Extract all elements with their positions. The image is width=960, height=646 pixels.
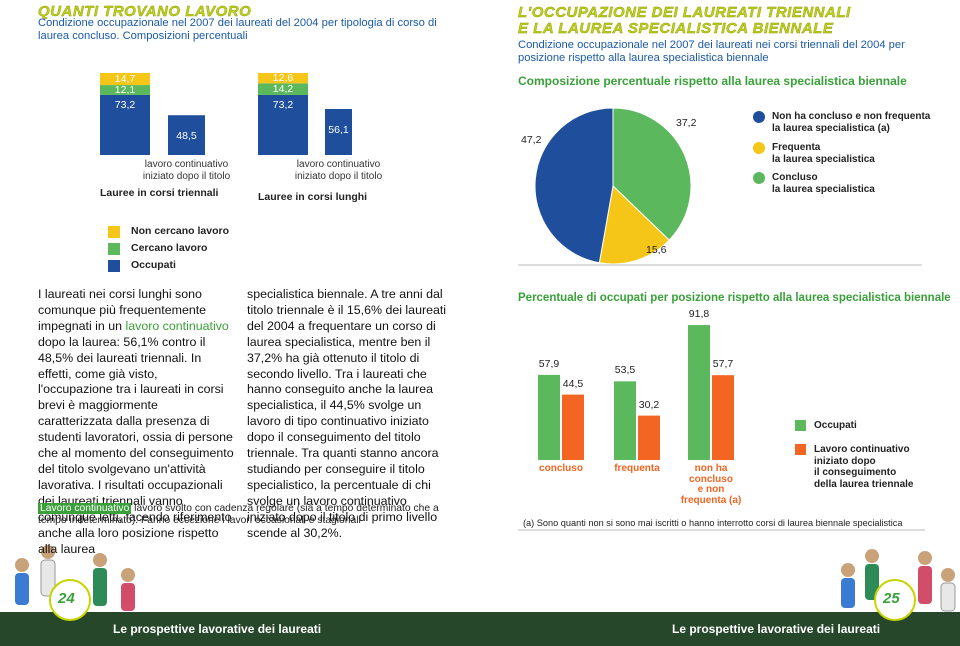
footer-title: Le prospettive lavorative dei laureati — [113, 622, 322, 636]
value-label: 73,2 — [272, 98, 294, 111]
value-label: 48,5 — [176, 130, 197, 143]
value-label: 44,5 — [562, 377, 584, 390]
legend-label: Non cercano lavoro — [131, 225, 230, 237]
bar — [712, 375, 734, 460]
value-label: 91,8 — [688, 308, 710, 321]
legend-label: Cercano lavoro — [131, 242, 208, 254]
value-label: 57,7 — [712, 358, 734, 371]
bar — [638, 415, 660, 460]
chart-title: Composizione percentuale rispetto alla l… — [518, 74, 907, 88]
bar — [168, 115, 205, 155]
bar — [614, 381, 636, 460]
value-label: 15,6 — [646, 244, 667, 256]
body-column: specialistica biennale. A tre anni dal t… — [247, 287, 447, 540]
legend-swatch — [795, 444, 806, 455]
category-label: concluso — [539, 463, 583, 474]
category-label: non ha concluso e non frequenta (a) — [680, 463, 742, 506]
bar-label: lavoro continuativo iniziato dopo il tit… — [142, 159, 231, 182]
right-illustration — [841, 549, 956, 621]
category-label: Lauree in corsi triennali — [100, 187, 219, 199]
right-title: L'OCCUPAZIONE DEI LAUREATI TRIENNALI E L… — [518, 4, 851, 37]
bar-segment — [258, 73, 308, 84]
pie-slice — [534, 107, 614, 264]
value-label: 57,9 — [538, 357, 560, 370]
value-label: 53,5 — [614, 364, 636, 377]
category-label: Lauree in corsi lunghi — [258, 191, 368, 203]
legend-swatch — [108, 260, 120, 272]
pie-slice — [598, 184, 670, 265]
bar-segment — [100, 94, 150, 155]
body-highlight: lavoro continuativo — [125, 318, 229, 333]
legend-label: Frequenta la laurea specialistica — [772, 142, 875, 165]
chart-title: Percentuale di occupati per posizione ri… — [518, 292, 951, 304]
legend-label: Lavoro continuativo iniziato dopo il con… — [814, 444, 914, 490]
bar-segment — [258, 94, 308, 155]
bar-segment — [100, 73, 150, 86]
bar — [325, 108, 352, 155]
legend-swatch — [795, 420, 806, 431]
left-illustration — [15, 545, 135, 621]
right-subtitle: Condizione occupazionale nel 2007 dei la… — [518, 39, 905, 64]
legend-swatch — [108, 243, 120, 255]
page-number: 25 — [883, 590, 900, 607]
bar — [538, 374, 560, 460]
bar-segment — [100, 85, 150, 95]
body-column: I laureati nei corsi lunghi sono comunqu… — [38, 287, 234, 557]
pie-slice — [612, 107, 692, 241]
body-text: I laureati nei corsi lunghi sono comunqu… — [38, 287, 207, 333]
value-label: 12,6 — [272, 72, 294, 85]
footnote: (a) Sono quanti non si sono mai iscritti… — [523, 518, 903, 528]
legend-swatch — [753, 142, 765, 154]
legend-label: Occupati — [814, 420, 857, 431]
note: Lavoro continuativo lavoro svolto con ca… — [38, 503, 448, 527]
value-label: 30,2 — [638, 398, 660, 411]
bar-segment — [258, 83, 308, 95]
value-label: 47,2 — [521, 134, 542, 146]
left-title: QUANTI TROVANO LAVORO — [38, 3, 252, 20]
body-text: dopo la laurea: 56,1% contro il 48,5% de… — [38, 334, 234, 556]
bar — [562, 394, 584, 460]
left-subtitle: Condizione occupazionale nel 2007 dei la… — [38, 17, 437, 42]
value-label: 12,1 — [114, 84, 136, 96]
value-label: 14,2 — [272, 83, 294, 96]
value-label: 73,2 — [114, 98, 136, 111]
footer-title: Le prospettive lavorative dei laureati — [672, 622, 881, 636]
value-label: 14,7 — [114, 73, 136, 86]
legend-swatch — [753, 172, 765, 184]
note-text: lavoro svolto con cadenza regolare (sia … — [38, 503, 439, 526]
legend-swatch — [753, 111, 765, 123]
legend-label: Concluso la laurea specialistica — [772, 172, 875, 195]
note-term: Lavoro continuativo — [38, 503, 132, 514]
legend-swatch — [108, 226, 120, 238]
value-label: 37,2 — [676, 117, 697, 129]
category-label: frequenta — [614, 463, 660, 474]
value-label: 56,1 — [328, 123, 349, 136]
bar — [688, 325, 710, 460]
bar-label: lavoro continuativo iniziato dopo il tit… — [294, 159, 383, 182]
page-number: 24 — [58, 590, 75, 607]
legend-label: Non ha concluso e non frequenta la laure… — [772, 111, 931, 134]
footer-band — [0, 612, 960, 646]
legend-label: Occupati — [131, 259, 176, 271]
